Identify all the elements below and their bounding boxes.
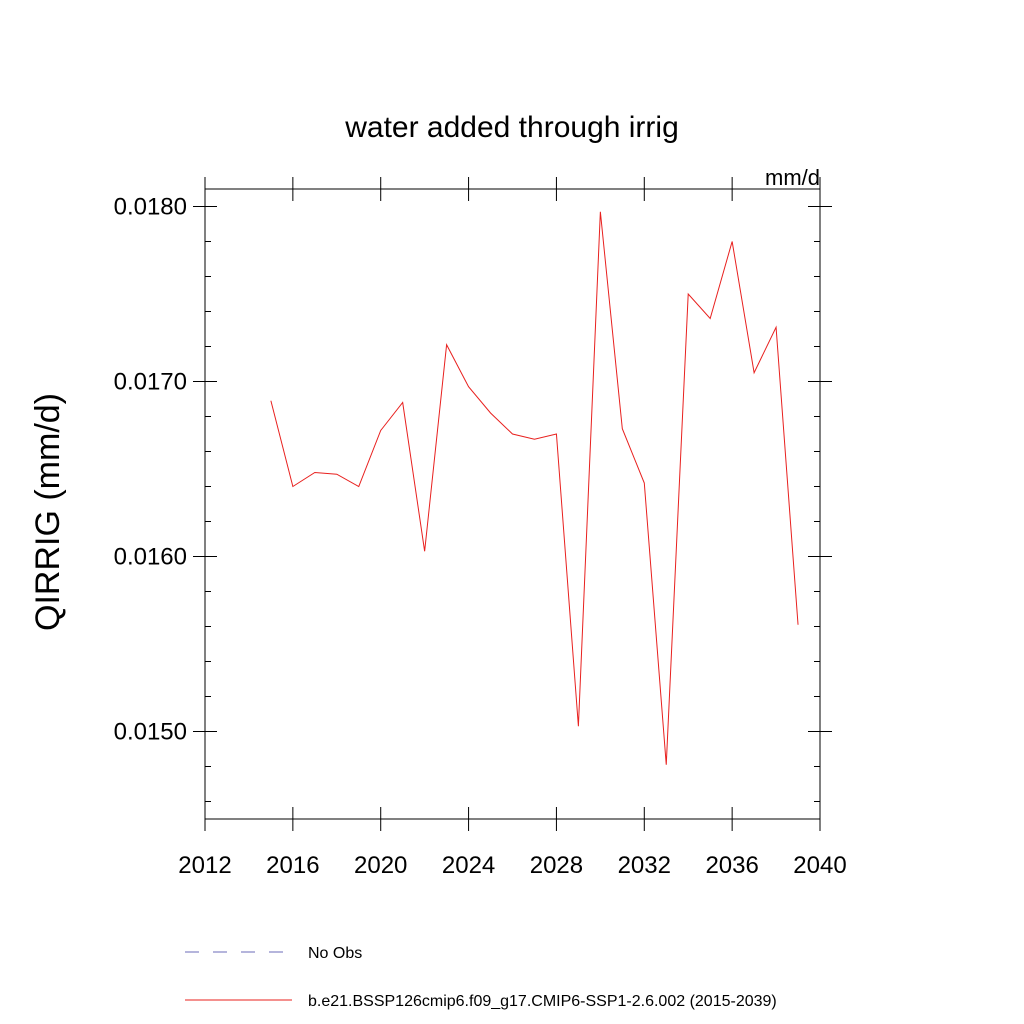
chart-title: water added through irrig <box>344 111 679 144</box>
x-tick-label: 2020 <box>354 852 407 879</box>
series-layer <box>270 211 799 765</box>
legend-label-model-run: b.e21.BSSP126cmip6.f09_g17.CMIP6-SSP1-2.… <box>308 993 777 1010</box>
x-tick-label: 2016 <box>266 852 319 879</box>
x-tick-label: 2040 <box>793 852 846 879</box>
x-axis-ticks: 2012 2016 2020 2024 2028 2032 2036 2040 <box>178 177 847 879</box>
legend: No Obs b.e21.BSSP126cmip6.f09_g17.CMIP6-… <box>185 945 777 1010</box>
plot-frame <box>204 188 821 820</box>
series-line-0 <box>270 211 799 765</box>
y-tick-label: 0.0170 <box>114 369 187 396</box>
y-tick-label: 0.0150 <box>114 719 187 746</box>
units-label: mm/d <box>765 165 820 190</box>
y-tick-label: 0.0160 <box>114 544 187 571</box>
legend-label-no-obs: No Obs <box>308 945 362 962</box>
y-axis-label: QIRRIG (mm/d) <box>29 393 67 631</box>
x-tick-label: 2024 <box>442 852 495 879</box>
y-tick-label: 0.0180 <box>114 194 187 221</box>
y-axis-ticks: 0.0150 0.0160 0.0170 0.0180 <box>114 194 832 802</box>
x-tick-label: 2036 <box>705 852 758 879</box>
x-tick-label: 2032 <box>618 852 671 879</box>
x-tick-label: 2028 <box>530 852 583 879</box>
x-tick-label: 2012 <box>178 852 231 879</box>
